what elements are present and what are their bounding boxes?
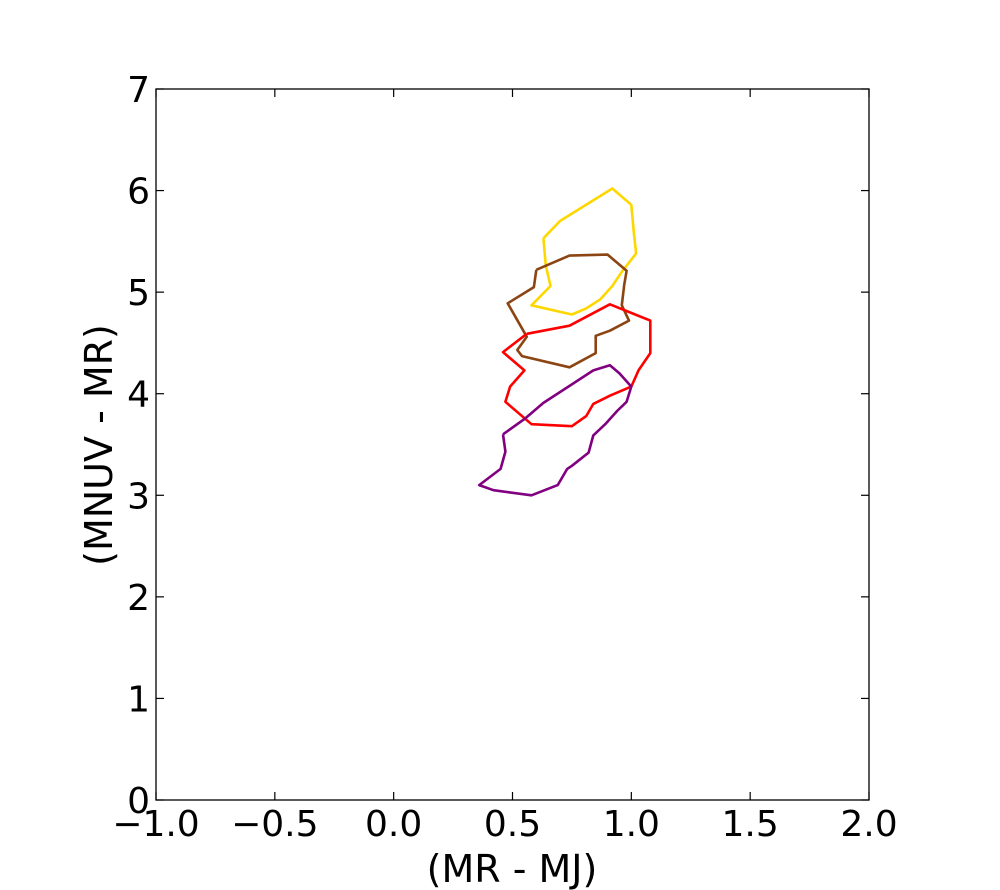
x-axis-label: (MR - MJ)	[427, 847, 598, 890]
x-tick-label: 1.0	[603, 804, 660, 845]
x-tick-label: −0.5	[231, 804, 318, 845]
contour-series-2	[506, 253, 631, 369]
plot-background	[156, 89, 869, 800]
contour-series-4	[477, 363, 633, 497]
y-tick-label: 3	[127, 476, 150, 517]
tick-layer: −1.0 −0.5 0.0 0.5 1.0 1.5 2.0 0 1 2 3 4 5 6 7	[112, 70, 897, 845]
x-tick-label: −1.0	[112, 804, 199, 845]
x-tick-label: 0.5	[484, 804, 541, 845]
y-axis-label: (MNUV - MR)	[77, 324, 121, 566]
y-tick-label: 0	[127, 781, 150, 822]
y-tick-label: 5	[127, 273, 150, 314]
y-tick-label: 4	[127, 375, 150, 416]
x-tick-label: 2.0	[840, 804, 897, 845]
y-tick-label: 7	[127, 70, 150, 111]
x-tick-label: 1.5	[722, 804, 779, 845]
y-tick-label: 1	[127, 679, 150, 720]
y-tick-label: 2	[127, 578, 150, 619]
y-tick-label: 6	[127, 172, 150, 213]
x-tick-label: 0.0	[365, 804, 422, 845]
series-layer	[477, 187, 652, 497]
contour-series-3	[501, 302, 652, 428]
contour-series-1	[530, 187, 638, 316]
